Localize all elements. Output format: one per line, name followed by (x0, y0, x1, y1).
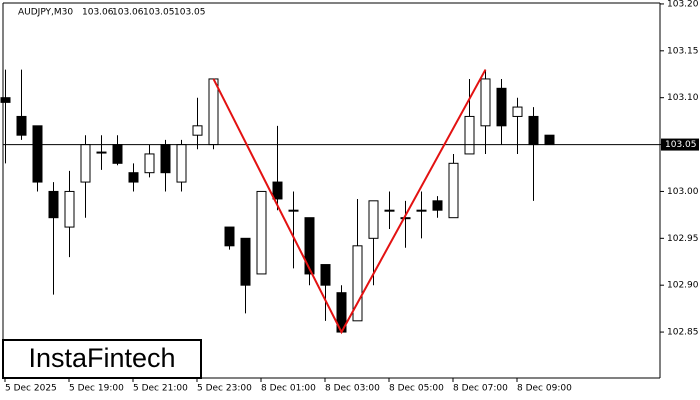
last-price-label: 103.05 (665, 140, 697, 150)
candle-body (64, 190, 75, 228)
candle-body (80, 144, 91, 183)
candle-body (224, 226, 235, 247)
candle-body (192, 125, 203, 136)
candle-body (544, 134, 555, 146)
candle-body (528, 115, 539, 146)
candle-body (352, 245, 363, 322)
ohlc-low: 103.05 (143, 8, 175, 18)
pattern-line (212, 69, 487, 335)
y-tick-label: 103.20 (667, 0, 699, 9)
last-price-box (661, 138, 699, 151)
x-tick-label: 8 Dec 03:00 (325, 384, 380, 394)
candle-body (368, 200, 379, 239)
y-tick-label: 102.95 (667, 234, 699, 244)
candle-body (240, 237, 251, 286)
candle-body (512, 106, 523, 117)
candle-body (48, 190, 59, 219)
candle-body (16, 115, 27, 136)
candle-body (448, 162, 459, 219)
x-tick-label: 5 Dec 2025 (5, 384, 57, 394)
candle-body (0, 97, 11, 103)
candle-body (112, 144, 123, 164)
ohlc-open: 103.06 (82, 8, 114, 18)
candle-body (432, 200, 443, 211)
y-tick-label: 103.15 (667, 46, 699, 56)
candle-body (272, 181, 283, 200)
x-tick-label: 8 Dec 01:00 (261, 384, 316, 394)
candle-body (416, 209, 427, 212)
logo: InstaFintech (28, 343, 175, 373)
candle-body (288, 209, 299, 212)
candle-body (208, 78, 219, 146)
candle-body (320, 264, 331, 286)
x-tick-label: 5 Dec 19:00 (69, 384, 124, 394)
ohlc-high: 103.06 (112, 8, 144, 18)
x-tick-label: 8 Dec 05:00 (389, 384, 444, 394)
x-tick-label: 8 Dec 07:00 (453, 384, 508, 394)
candle-body (464, 115, 475, 155)
symbol: AUDJPY,M30 (18, 8, 73, 18)
y-tick-label: 103.00 (667, 187, 699, 197)
ohlc-close: 103.05 (174, 8, 206, 18)
candle-body (160, 144, 171, 174)
candle-body (32, 125, 43, 183)
candle-body (480, 78, 491, 127)
candle-body (400, 217, 411, 220)
logo-box (2, 339, 202, 379)
x-tick-label: 5 Dec 21:00 (133, 384, 188, 394)
candle-body (96, 151, 107, 154)
candle-body (304, 217, 315, 275)
candle-body (256, 190, 267, 275)
candle-body (496, 87, 507, 127)
plot (0, 69, 555, 333)
y-tick-label: 103.10 (667, 93, 699, 103)
x-tick-label: 5 Dec 23:00 (197, 384, 252, 394)
candle-body (176, 144, 187, 183)
candle-body (384, 209, 395, 212)
y-tick-label: 102.90 (667, 281, 699, 291)
x-tick-label: 8 Dec 09:00 (517, 384, 572, 394)
y-tick-label: 102.85 (667, 328, 699, 338)
candle-body (128, 172, 139, 183)
candle-body (144, 153, 155, 174)
